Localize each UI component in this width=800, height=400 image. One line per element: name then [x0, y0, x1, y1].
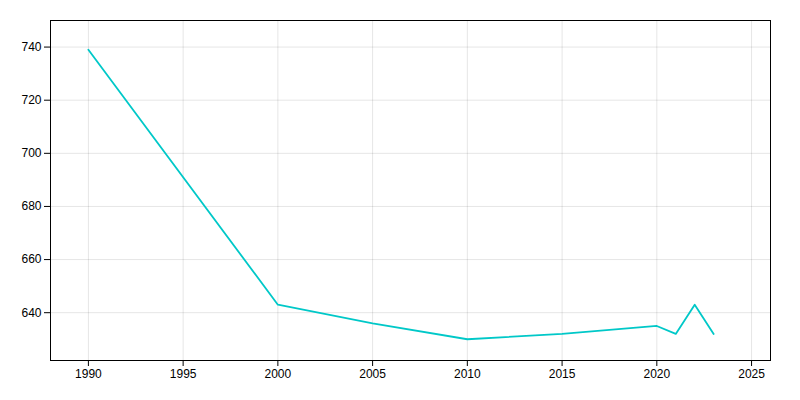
svg-text:2025: 2025 — [738, 367, 765, 381]
svg-text:2005: 2005 — [359, 367, 386, 381]
svg-text:660: 660 — [21, 252, 41, 266]
svg-text:640: 640 — [21, 306, 41, 320]
svg-text:1995: 1995 — [170, 367, 197, 381]
svg-text:2020: 2020 — [643, 367, 670, 381]
svg-text:740: 740 — [21, 40, 41, 54]
svg-text:680: 680 — [21, 199, 41, 213]
svg-text:2000: 2000 — [265, 367, 292, 381]
svg-text:700: 700 — [21, 146, 41, 160]
svg-text:720: 720 — [21, 93, 41, 107]
svg-text:1990: 1990 — [75, 367, 102, 381]
svg-text:2015: 2015 — [549, 367, 576, 381]
svg-text:2010: 2010 — [454, 367, 481, 381]
